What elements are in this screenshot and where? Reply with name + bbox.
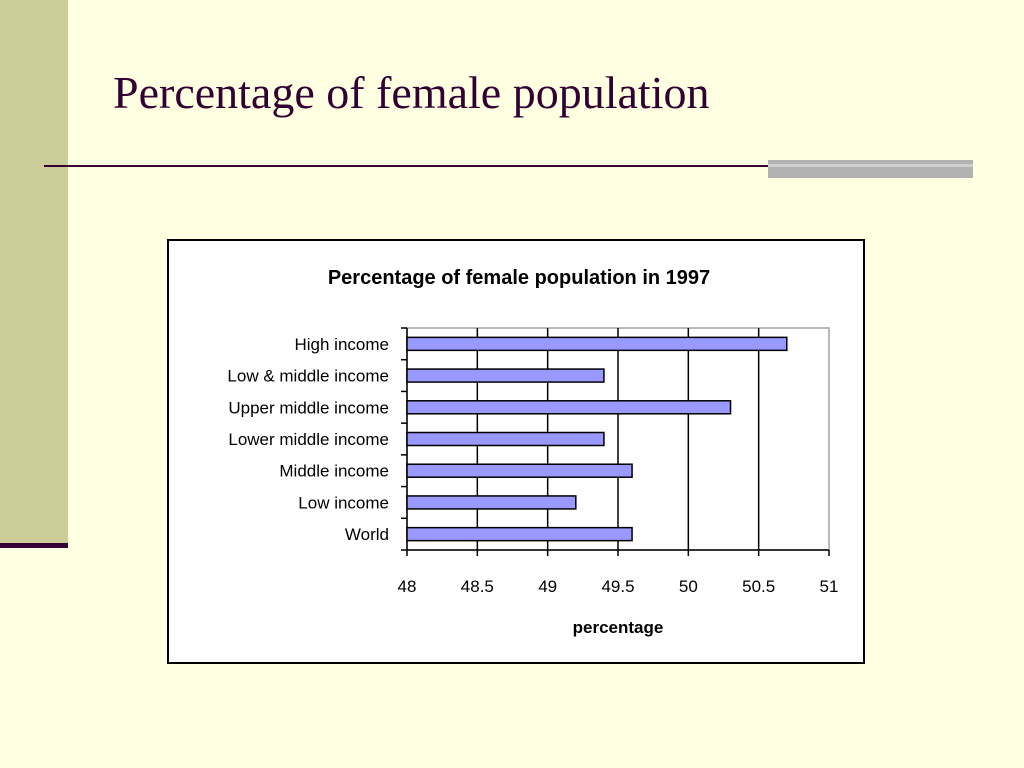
chart-title: Percentage of female population in 1997 [328,267,710,289]
x-tick-label: 48 [398,577,417,596]
bar [406,368,605,383]
x-tick-label: 51 [820,577,839,596]
y-category-label: Middle income [279,462,389,481]
bar [406,431,605,447]
title-divider [44,165,973,167]
x-tick-label: 49.5 [601,577,634,596]
bar [406,336,788,352]
x-tick-label: 50 [679,577,698,596]
slide-title: Percentage of female population [113,67,710,118]
side-accent-underline [0,543,68,548]
title-accent-bar [768,160,973,178]
bar [406,526,633,542]
chart-frame: Percentage of female population in 1997 … [167,239,865,664]
y-category-label: High income [295,335,390,354]
y-category-label: Upper middle income [228,398,389,417]
bar [406,400,732,415]
bar [406,463,633,478]
y-category-label: Lower middle income [228,430,389,449]
y-category-label: Low & middle income [227,367,389,386]
x-axis-label: percentage [573,618,664,637]
bar-chart: Percentage of female population in 1997 … [227,267,839,637]
y-category-label: Low income [298,493,389,512]
x-tick-label: 48.5 [461,577,494,596]
side-accent-bar [0,0,68,545]
x-tick-label: 50.5 [742,577,775,596]
bar [406,495,577,510]
y-category-label: World [345,525,389,544]
x-tick-label: 49 [538,577,557,596]
